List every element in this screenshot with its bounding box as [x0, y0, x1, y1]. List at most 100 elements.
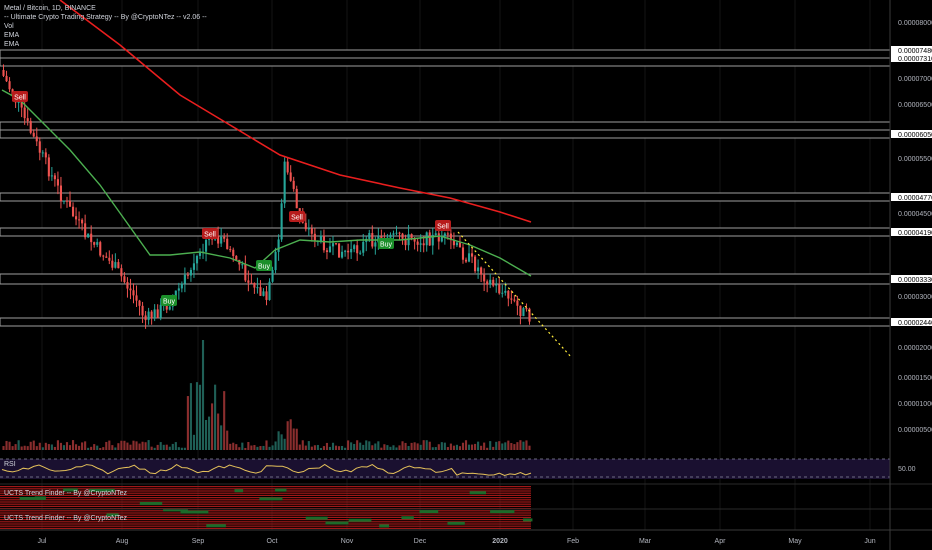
candle-body[interactable]	[274, 251, 277, 271]
candle-body[interactable]	[341, 251, 344, 258]
candle-body[interactable]	[159, 304, 162, 318]
legend-vol[interactable]: Vol	[4, 23, 14, 30]
candle-body[interactable]	[47, 157, 50, 177]
candle-body[interactable]	[446, 233, 449, 235]
candle-body[interactable]	[235, 255, 238, 260]
candle-body[interactable]	[289, 172, 292, 181]
candle-body[interactable]	[319, 235, 322, 242]
candle-body[interactable]	[522, 308, 525, 317]
candle-body[interactable]	[68, 201, 72, 207]
level-price-tag[interactable]: 0.00007480	[891, 46, 932, 55]
candle-body[interactable]	[356, 245, 359, 254]
candle-body[interactable]	[271, 270, 274, 282]
candle-body[interactable]	[120, 268, 123, 277]
candle-body[interactable]	[334, 243, 338, 245]
candle-body[interactable]	[325, 250, 329, 252]
candle-body[interactable]	[525, 308, 528, 310]
candle-body[interactable]	[434, 233, 437, 235]
candle-body[interactable]	[180, 283, 183, 289]
candle-body[interactable]	[129, 288, 132, 291]
candle-body[interactable]	[492, 279, 495, 286]
price-axis[interactable]: 0.00008000 0.00007000 0.00006500 0.00005500…	[889, 0, 932, 550]
candle-body[interactable]	[147, 311, 150, 321]
candle-body[interactable]	[431, 234, 434, 246]
candle-body[interactable]	[486, 281, 489, 285]
candle-body[interactable]	[229, 249, 232, 251]
candle-body[interactable]	[504, 290, 507, 293]
level-price-tag[interactable]: 0.00003330	[891, 275, 932, 284]
candle-body[interactable]	[29, 121, 32, 133]
candle-body[interactable]	[17, 101, 20, 103]
candle-body[interactable]	[41, 152, 44, 154]
candle-body[interactable]	[44, 152, 47, 158]
candle-body[interactable]	[474, 256, 477, 272]
candle-body[interactable]	[452, 240, 455, 246]
candle-body[interactable]	[313, 233, 316, 242]
candle-body[interactable]	[198, 251, 202, 256]
candle-body[interactable]	[425, 232, 428, 246]
candle-body[interactable]	[307, 228, 310, 230]
candle-body[interactable]	[470, 253, 474, 257]
candle-body[interactable]	[144, 315, 147, 321]
candle-body[interactable]	[189, 269, 192, 276]
candle-body[interactable]	[295, 188, 298, 209]
candle-body[interactable]	[401, 233, 404, 239]
candle-body[interactable]	[135, 295, 138, 301]
candle-body[interactable]	[480, 267, 483, 275]
candle-body[interactable]	[328, 246, 332, 252]
candle-body[interactable]	[111, 260, 114, 268]
candle-body[interactable]	[337, 243, 341, 258]
candle-body[interactable]	[310, 228, 313, 234]
candle-body[interactable]	[498, 284, 501, 294]
candle-body[interactable]	[204, 239, 208, 252]
trend-finder-legend-1[interactable]: UCTS Trend Finder -- By @CryptoNTez	[4, 490, 128, 497]
candle-body[interactable]	[114, 262, 117, 268]
candle-body[interactable]	[437, 233, 440, 242]
candle-body[interactable]	[35, 136, 38, 142]
legend-strategy[interactable]: -- Ultimate Crypto Trading Strategy -- B…	[4, 14, 207, 21]
time-axis[interactable]: Jul Aug Sep Oct Nov Dec 2020 Feb Mar Apr May Jun	[0, 529, 932, 545]
candle-body[interactable]	[268, 281, 271, 300]
candle-body[interactable]	[108, 257, 111, 261]
candle-body[interactable]	[56, 179, 59, 186]
candle-body[interactable]	[102, 255, 105, 257]
candle-body[interactable]	[458, 242, 462, 248]
candle-body[interactable]	[449, 233, 452, 241]
candle-body[interactable]	[2, 70, 5, 76]
candle-body[interactable]	[389, 234, 392, 238]
candle-body[interactable]	[262, 291, 265, 296]
candle-body[interactable]	[150, 311, 153, 318]
candle-body[interactable]	[241, 264, 244, 266]
candle-body[interactable]	[265, 291, 268, 300]
candle-body[interactable]	[123, 276, 126, 283]
candle-body[interactable]	[81, 219, 84, 224]
candle-body[interactable]	[455, 242, 458, 246]
candle-body[interactable]	[513, 299, 516, 301]
candle-body[interactable]	[156, 309, 159, 318]
candle-body[interactable]	[464, 259, 468, 262]
candle-body[interactable]	[368, 233, 371, 239]
candle-body[interactable]	[322, 235, 325, 251]
candle-body[interactable]	[259, 287, 262, 296]
candle-body[interactable]	[413, 238, 416, 242]
candle-body[interactable]	[141, 305, 144, 316]
level-price-tag[interactable]: 0.00002440	[891, 318, 932, 327]
candle-body[interactable]	[78, 219, 81, 221]
candle-body[interactable]	[90, 233, 93, 243]
candle-body[interactable]	[331, 243, 335, 247]
candle-body[interactable]	[419, 243, 422, 245]
candle-body[interactable]	[256, 287, 259, 289]
candle-body[interactable]	[467, 253, 471, 262]
candle-body[interactable]	[510, 298, 513, 300]
candle-body[interactable]	[404, 238, 407, 246]
candle-body[interactable]	[75, 216, 78, 220]
candle-body[interactable]	[5, 75, 8, 82]
candle-body[interactable]	[84, 223, 87, 238]
candle-body[interactable]	[226, 238, 229, 250]
candle-body[interactable]	[292, 180, 295, 189]
candle-body[interactable]	[443, 233, 446, 237]
candle-body[interactable]	[362, 241, 365, 253]
legend-ema-2[interactable]: EMA	[4, 41, 20, 48]
candle-body[interactable]	[177, 288, 180, 291]
